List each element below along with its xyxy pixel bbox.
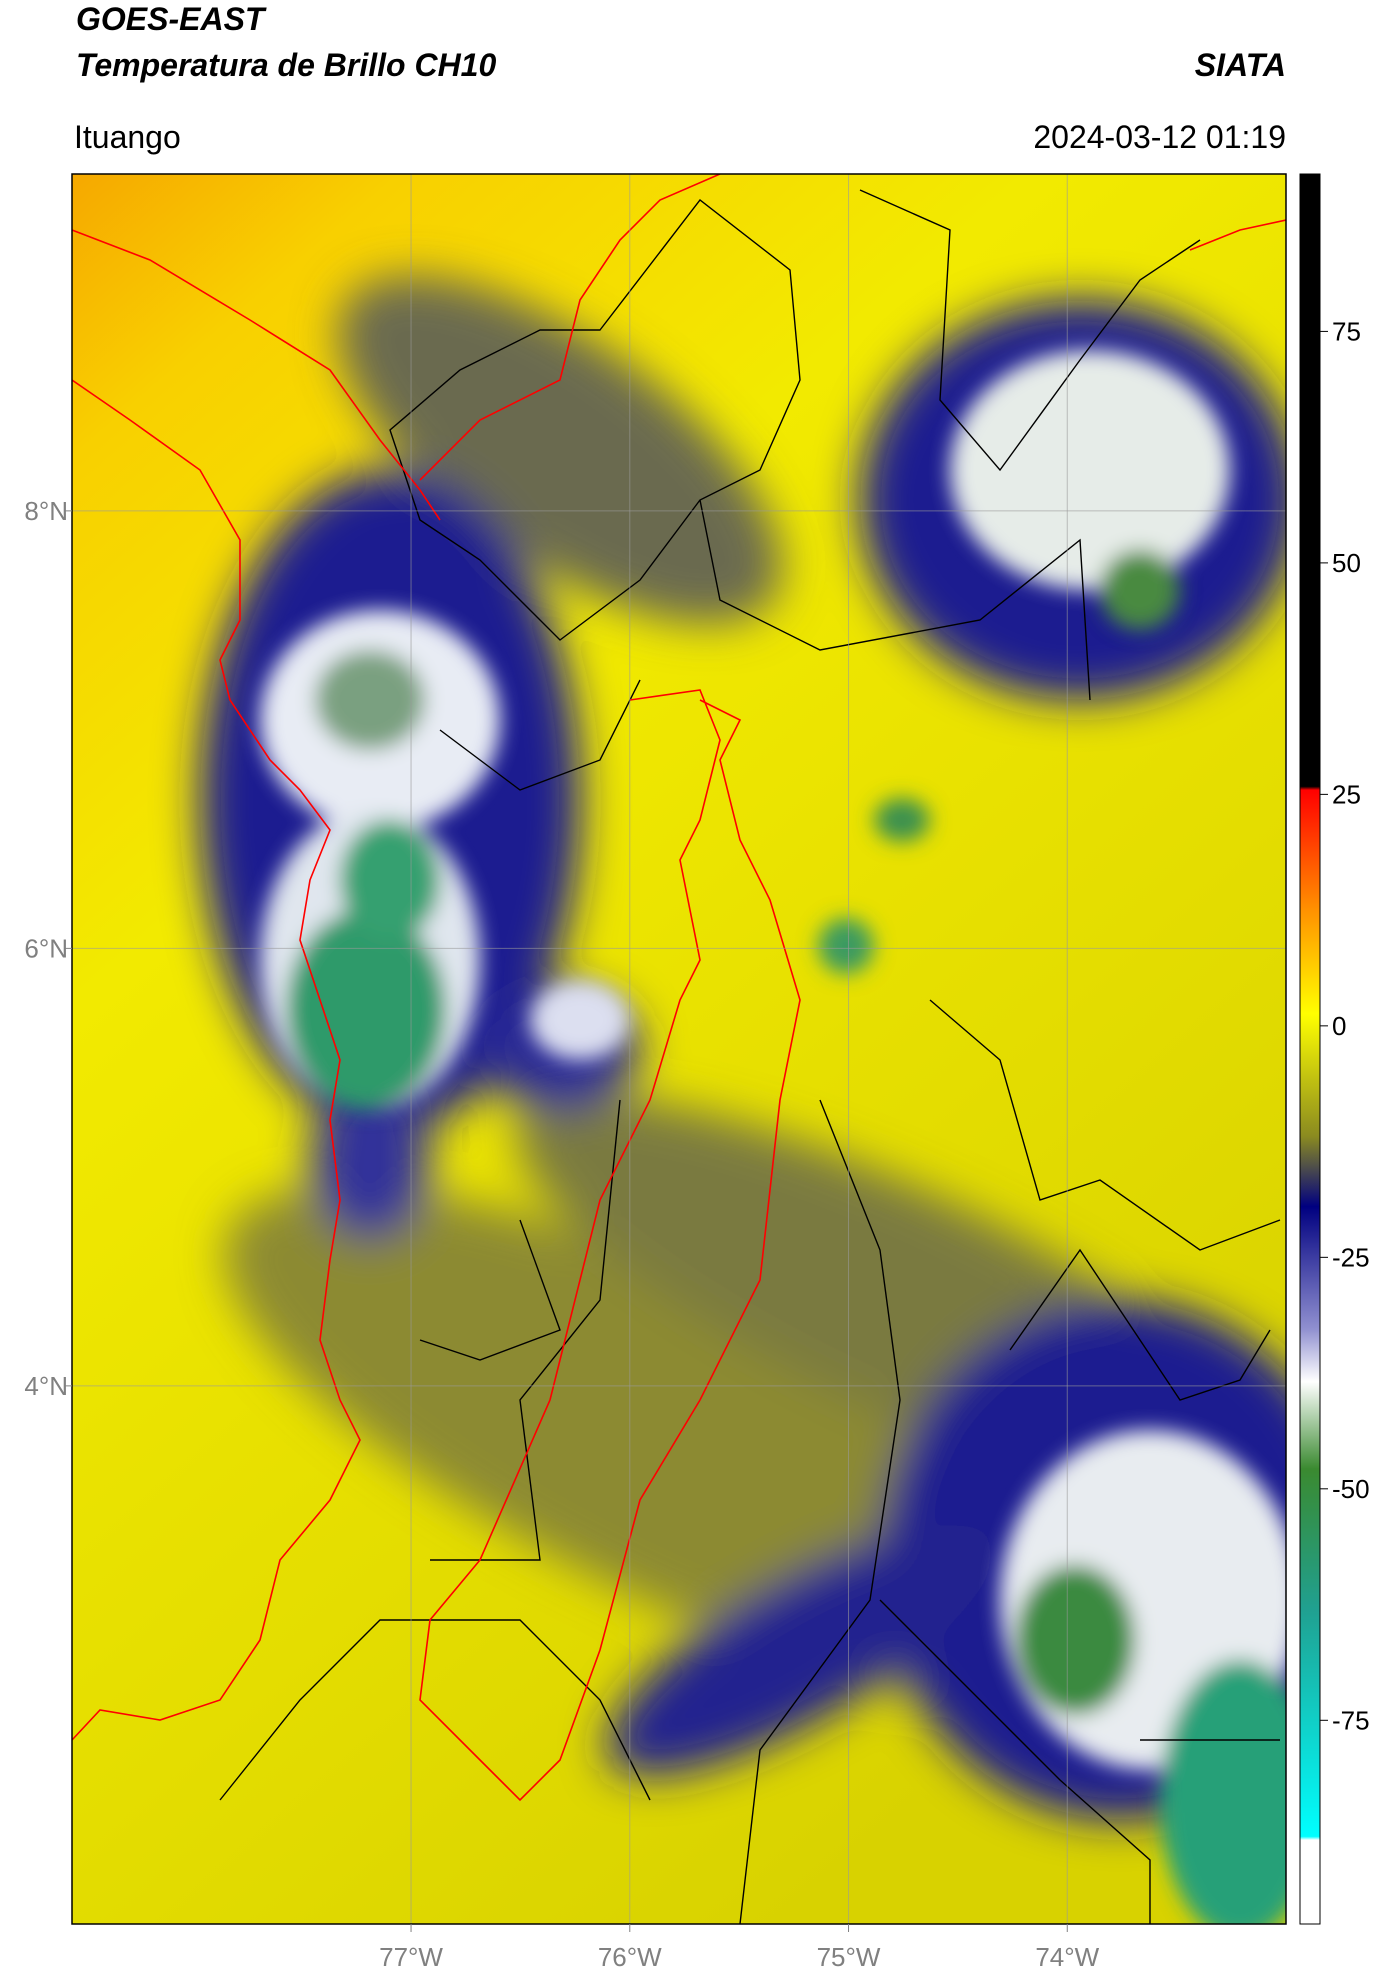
colorbar-tick-label: -50 [1332, 1474, 1370, 1504]
y-tick-label: 4°N [24, 1371, 68, 1401]
colorbar-tick-label: 25 [1332, 779, 1361, 809]
datetime: 2024-03-12 01:19 [1033, 119, 1286, 155]
subtitle: Temperatura de Brillo CH10 [76, 47, 496, 83]
location: Ituango [74, 119, 181, 155]
source: SIATA [1195, 47, 1286, 83]
colorbar-tick-label: 75 [1332, 316, 1361, 346]
colorbar-tick-label: 50 [1332, 548, 1361, 578]
colorbar-tick-label: 0 [1332, 1011, 1346, 1041]
colorbar-tick-label: -75 [1332, 1705, 1370, 1735]
national-borders [72, 174, 1286, 1802]
map-frame [71, 173, 1287, 1925]
title: GOES-EAST [76, 1, 267, 37]
x-tick-label: 76°W [598, 1942, 662, 1972]
grid-layer [72, 174, 1286, 1924]
admin-borders [219, 189, 1281, 1924]
x-tick-label: 77°W [379, 1942, 443, 1972]
colorbar-tick-label: -25 [1332, 1242, 1370, 1272]
x-tick-label: 74°W [1035, 1942, 1099, 1972]
colorbar [1299, 173, 1321, 1925]
x-tick-label: 75°W [817, 1942, 881, 1972]
y-tick-label: 6°N [24, 933, 68, 963]
map-image [72, 174, 1286, 1924]
y-tick-label: 8°N [24, 496, 68, 526]
